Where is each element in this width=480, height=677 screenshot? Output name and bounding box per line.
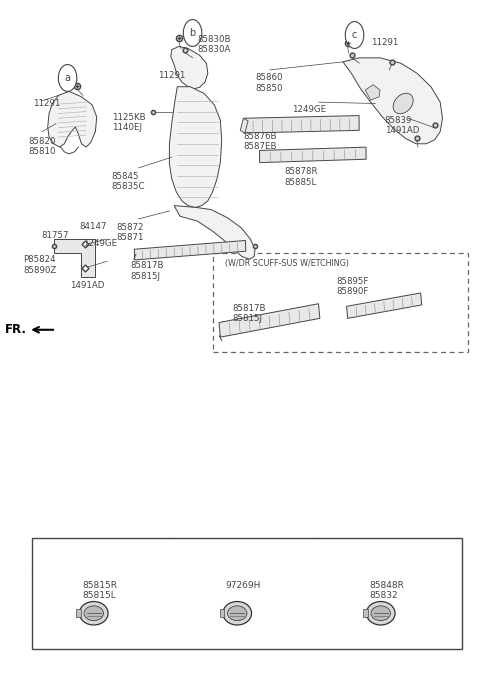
Polygon shape <box>365 85 380 100</box>
Text: 85860
85850: 85860 85850 <box>255 73 283 93</box>
Polygon shape <box>171 47 208 89</box>
Text: 1125KB
1140EJ: 1125KB 1140EJ <box>111 113 145 132</box>
Circle shape <box>37 542 54 565</box>
Text: FR.: FR. <box>5 324 27 336</box>
Text: 85817B
85815J: 85817B 85815J <box>130 261 164 281</box>
Circle shape <box>181 542 198 565</box>
Text: 85830B
85830A: 85830B 85830A <box>197 35 231 54</box>
Circle shape <box>59 64 77 91</box>
Text: 1491AD: 1491AD <box>70 282 104 290</box>
Text: 85817B
85815J: 85817B 85815J <box>232 303 265 323</box>
Text: c: c <box>330 549 336 558</box>
Ellipse shape <box>366 601 395 625</box>
Circle shape <box>345 22 364 49</box>
Circle shape <box>324 542 341 565</box>
Text: a: a <box>65 73 71 83</box>
Ellipse shape <box>228 606 247 621</box>
Text: 85876B
8587EB: 85876B 8587EB <box>243 132 277 151</box>
Polygon shape <box>219 304 320 337</box>
Text: 85878R
85885L: 85878R 85885L <box>284 167 318 187</box>
Bar <box>220 609 224 617</box>
Circle shape <box>183 20 202 47</box>
Polygon shape <box>54 239 96 277</box>
Text: 85815R
85815L: 85815R 85815L <box>82 581 117 600</box>
Polygon shape <box>243 116 359 133</box>
Text: 11291: 11291 <box>33 100 60 108</box>
Polygon shape <box>134 240 246 260</box>
Text: 85895F
85890F: 85895F 85890F <box>336 277 369 296</box>
Polygon shape <box>240 118 248 133</box>
Text: b: b <box>186 549 192 558</box>
Polygon shape <box>48 91 97 147</box>
Ellipse shape <box>393 93 413 114</box>
Text: 1249GE: 1249GE <box>83 239 117 248</box>
Text: 85872
85871: 85872 85871 <box>116 223 144 242</box>
Text: 85820
85810: 85820 85810 <box>28 137 56 156</box>
Text: 11291: 11291 <box>371 38 398 47</box>
Ellipse shape <box>371 606 390 621</box>
Polygon shape <box>343 58 443 144</box>
Text: 84147: 84147 <box>79 222 107 232</box>
Polygon shape <box>347 293 421 318</box>
Text: b: b <box>190 28 196 38</box>
Text: P85824
85890Z: P85824 85890Z <box>24 255 57 275</box>
Bar <box>32 538 462 649</box>
Polygon shape <box>174 206 255 259</box>
Text: 1249GE: 1249GE <box>292 105 326 114</box>
Polygon shape <box>169 87 222 208</box>
Text: a: a <box>43 549 48 558</box>
Polygon shape <box>260 147 366 162</box>
Text: 85845
85835C: 85845 85835C <box>111 172 145 192</box>
Ellipse shape <box>223 601 252 625</box>
Text: 97269H: 97269H <box>226 581 261 590</box>
Text: c: c <box>352 30 357 40</box>
Text: 11291: 11291 <box>158 71 185 81</box>
Text: 85848R
85832: 85848R 85832 <box>369 581 404 600</box>
Text: (W/DR SCUFF-SUS W/ETCHING): (W/DR SCUFF-SUS W/ETCHING) <box>225 259 349 268</box>
Bar <box>363 609 368 617</box>
Text: 81757: 81757 <box>41 231 69 240</box>
FancyBboxPatch shape <box>214 253 468 352</box>
Ellipse shape <box>79 601 108 625</box>
Ellipse shape <box>84 606 104 621</box>
Bar <box>76 609 81 617</box>
Text: 85839
1491AD: 85839 1491AD <box>384 116 419 135</box>
